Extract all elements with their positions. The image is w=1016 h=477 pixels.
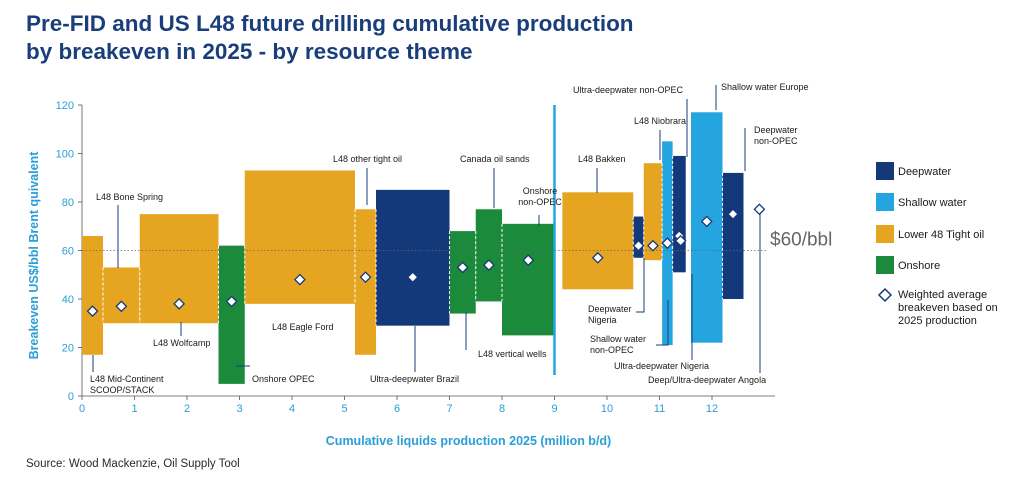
weighted-average-marker — [661, 237, 674, 250]
x-tick-label: 0 — [79, 403, 85, 415]
category-label: L48 Wolfcamp — [153, 338, 210, 348]
category-label: non-OPEC — [518, 197, 562, 207]
category-label: L48 Mid-Continent — [90, 374, 164, 384]
range-bar — [103, 267, 140, 324]
category-label: L48 Niobrara — [634, 116, 686, 126]
weighted-average-marker — [86, 305, 99, 318]
category-label: Deepwater — [754, 125, 798, 135]
weighted-average-marker — [456, 261, 469, 274]
y-tick-label: 40 — [62, 294, 74, 306]
range-bar — [376, 189, 450, 326]
range-bar — [82, 235, 103, 355]
weighted-average-marker — [632, 239, 645, 252]
category-label: Canada oil sands — [460, 154, 530, 164]
weighted-average-marker — [406, 271, 419, 284]
y-tick-label: 80 — [62, 197, 74, 209]
category-label: L48 Bakken — [578, 154, 626, 164]
category-label: non-OPEC — [754, 136, 798, 146]
y-tick-label: 120 — [56, 100, 74, 112]
x-tick-label: 1 — [131, 403, 137, 415]
category-label: SCOOP/STACK — [90, 385, 154, 395]
legend-swatch — [876, 162, 894, 180]
category-label: Onshore OPEC — [252, 374, 315, 384]
weighted-average-marker — [674, 234, 687, 247]
x-tick-label: 4 — [289, 403, 295, 415]
weighted-average-marker — [591, 251, 604, 264]
category-label: Ultra-deepwater Nigeria — [614, 361, 709, 371]
category-label: L48 vertical wells — [478, 349, 547, 359]
range-bar — [672, 155, 686, 273]
range-bar — [643, 163, 663, 261]
category-label: Deepwater — [588, 304, 632, 314]
legend-label: Shallow water — [898, 197, 967, 209]
legend-label: Onshore — [898, 260, 940, 272]
y-tick-label: 100 — [56, 149, 74, 161]
weighted-average-marker — [173, 297, 186, 310]
category-label: L48 Eagle Ford — [272, 322, 334, 332]
y-axis-title: Breakeven US$/bbl Brent quivalent — [27, 151, 41, 360]
weighted-average-marker — [225, 295, 238, 308]
x-tick-label: 9 — [551, 403, 557, 415]
category-label: Ultra-deepwater non-OPEC — [573, 85, 684, 95]
y-tick-label: 20 — [62, 343, 74, 355]
legend-swatch — [876, 225, 894, 243]
reference-line-label: $60/bbl — [770, 230, 832, 251]
category-label: non-OPEC — [590, 345, 634, 355]
legend-label: Lower 48 Tight oil — [898, 229, 984, 241]
legend-label: breakeven based on — [898, 302, 998, 314]
range-bar — [722, 172, 744, 299]
x-tick-label: 11 — [654, 403, 665, 415]
x-tick-label: 5 — [341, 403, 347, 415]
weighted-average-marker — [522, 254, 535, 267]
x-tick-label: 7 — [446, 403, 452, 415]
source-note: Source: Wood Mackenzie, Oil Supply Tool — [26, 458, 240, 470]
x-tick-label: 6 — [394, 403, 400, 415]
legend-label: Deepwater — [898, 166, 952, 178]
range-bar — [633, 216, 644, 258]
label-leader-line — [636, 258, 645, 313]
legend-swatch — [876, 193, 894, 211]
y-tick-label: 60 — [62, 246, 74, 258]
range-bar — [562, 192, 634, 290]
x-tick-label: 2 — [184, 403, 190, 415]
category-label: Ultra-deepwater Brazil — [370, 374, 459, 384]
range-bar — [218, 245, 245, 384]
x-axis-title: Cumulative liquids production 2025 (mill… — [326, 434, 611, 448]
x-tick-label: 8 — [499, 403, 505, 415]
chart-title: Pre-FID and US L48 future drilling cumul… — [26, 10, 746, 66]
range-bar — [502, 223, 555, 336]
legend-label: Weighted average — [898, 289, 987, 301]
x-tick-label: 3 — [236, 403, 242, 415]
weighted-average-marker — [482, 259, 495, 271]
weighted-average-marker — [293, 273, 306, 286]
legend-label: 2025 production — [898, 315, 977, 327]
legend-swatch — [876, 256, 894, 274]
x-tick-label: 12 — [706, 403, 718, 415]
category-label: Nigeria — [588, 315, 617, 325]
range-bar — [691, 112, 723, 343]
category-label: Shallow water Europe — [721, 82, 809, 92]
category-label: L48 other tight oil — [333, 154, 402, 164]
chart-title-line1: Pre-FID and US L48 future drilling cumul… — [26, 11, 634, 36]
weighted-average-marker — [700, 215, 713, 228]
weighted-average-marker — [727, 208, 739, 221]
legend-marker-swatch — [877, 287, 893, 303]
chart-title-line2: by breakeven in 2025 - by resource theme — [26, 39, 473, 64]
category-label: L48 Bone Spring — [96, 192, 163, 202]
weighted-average-marker — [647, 239, 659, 252]
y-tick-label: 0 — [68, 391, 74, 403]
x-tick-label: 10 — [601, 403, 613, 415]
weighted-average-marker — [115, 300, 128, 313]
range-bar — [475, 209, 502, 302]
category-label: Onshore — [523, 186, 558, 196]
category-label: Deep/Ultra-deepwater Angola — [648, 375, 766, 385]
label-leader-line — [656, 300, 669, 346]
weighted-average-marker — [753, 203, 766, 216]
weighted-average-marker — [359, 271, 372, 284]
category-label: Shallow water — [590, 334, 646, 344]
